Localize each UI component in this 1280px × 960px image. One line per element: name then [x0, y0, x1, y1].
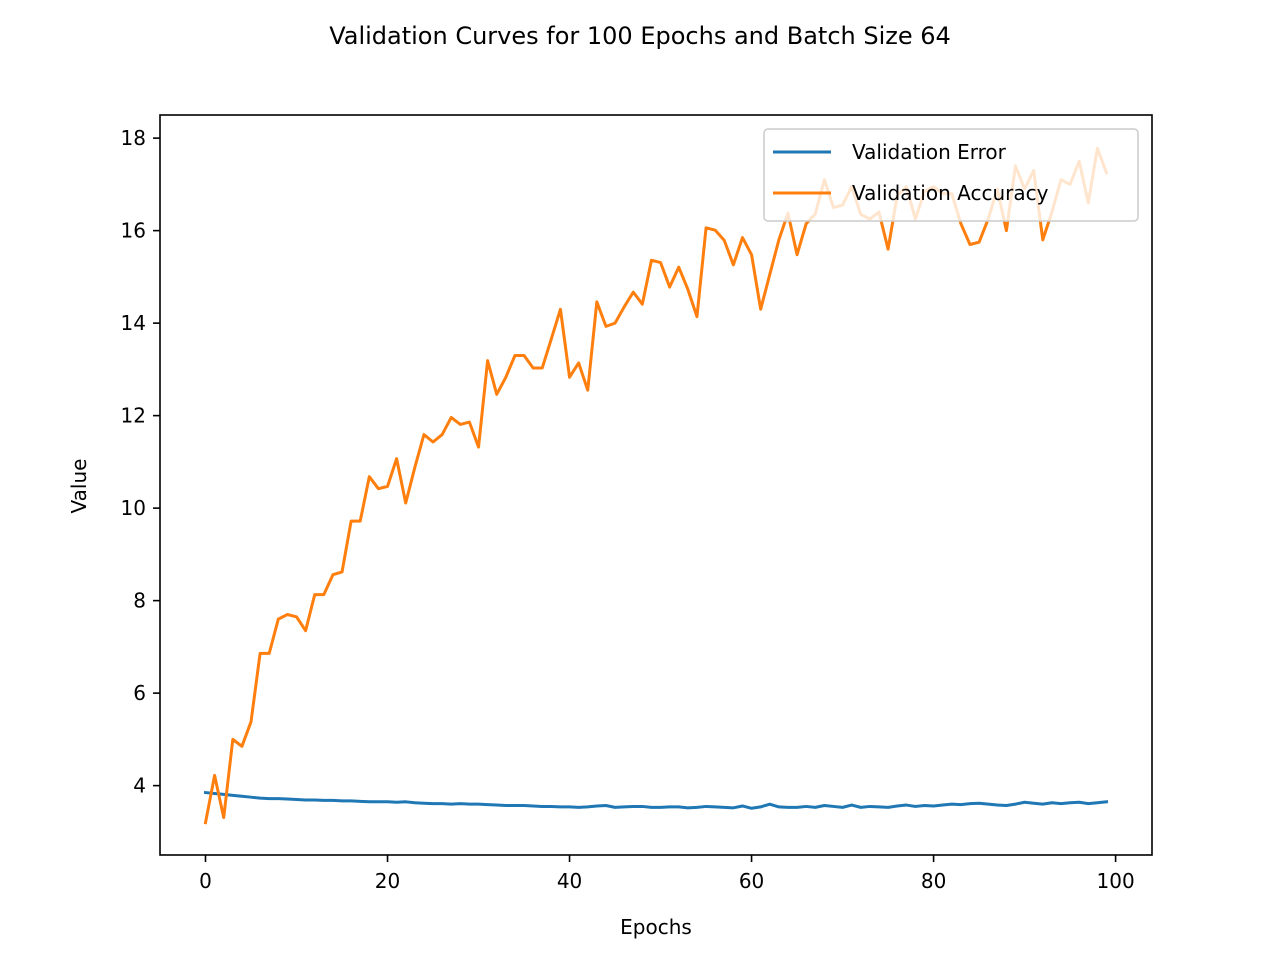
legend-box [763, 128, 1139, 222]
axes: 0 20 40 60 80 100 4 6 8 10 12 14 16 18 [121, 114, 1153, 893]
legend: Validation Error Validation Accuracy [763, 128, 1139, 222]
y-tick-label: 14 [121, 311, 146, 335]
x-tick-label: 80 [921, 869, 946, 893]
x-tick-label: 0 [199, 869, 212, 893]
y-tick-label: 10 [121, 496, 146, 520]
legend-label-validation-error: Validation Error [852, 140, 1007, 164]
series-line-validation-error [203, 790, 1109, 810]
x-axis-label: Epochs [620, 915, 692, 939]
y-tick-label: 16 [121, 219, 146, 243]
y-axis-label: Value [67, 459, 91, 514]
x-tick-label: 60 [739, 869, 764, 893]
y-tick-label: 4 [133, 774, 146, 798]
x-tick-label: 100 [1097, 869, 1135, 893]
chart-title: Validation Curves for 100 Epochs and Bat… [329, 22, 951, 50]
axes-frame [159, 114, 1153, 856]
y-tick-label: 12 [121, 404, 146, 428]
y-tick-label: 18 [121, 126, 146, 150]
x-tick-label: 20 [375, 869, 400, 893]
y-tick-label: 8 [133, 589, 146, 613]
y-tick-label: 6 [133, 681, 146, 705]
legend-label-validation-accuracy: Validation Accuracy [852, 181, 1049, 205]
x-tick-label: 40 [557, 869, 582, 893]
